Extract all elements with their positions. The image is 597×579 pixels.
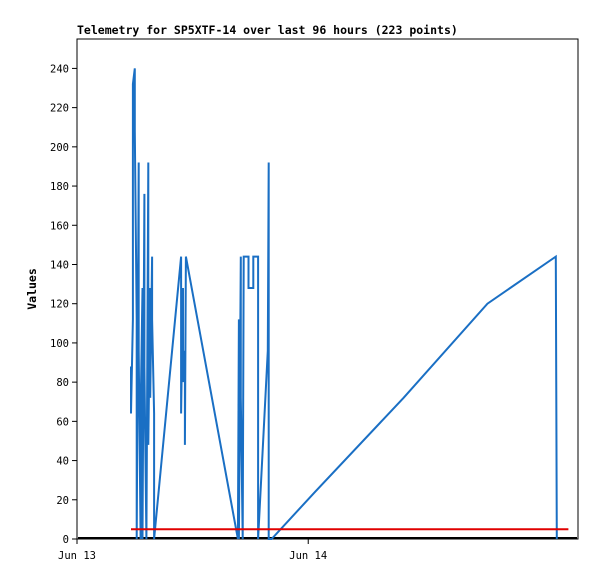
y-tick-label: 0 (63, 534, 69, 546)
y-tick-label: 220 (50, 103, 69, 115)
y-tick-label: 160 (50, 220, 69, 232)
x-tick-label: Jun 13 (58, 550, 96, 562)
y-tick-label: 80 (56, 377, 69, 389)
y-axis-label: Values (25, 268, 39, 310)
y-tick-label: 180 (50, 181, 69, 193)
y-tick-label: 20 (56, 495, 69, 507)
y-axis: 0 20 40 60 80 100 120 140 160 180 200 220 240 (50, 63, 77, 546)
series-line-telemetry (130, 68, 558, 540)
chart-title: Telemetry for SP5XTF-14 over last 96 hou… (77, 23, 458, 37)
y-tick-label: 240 (50, 63, 69, 75)
series-group (130, 68, 569, 540)
x-axis: Jun 13 Jun 14 (58, 539, 327, 562)
y-tick-label: 60 (56, 416, 69, 428)
y-tick-label: 40 (56, 456, 69, 468)
x-tick-label: Jun 14 (289, 550, 327, 562)
y-tick-label: 200 (50, 142, 69, 154)
y-tick-label: 100 (50, 338, 69, 350)
y-tick-label: 120 (50, 299, 69, 311)
y-tick-label: 140 (50, 259, 69, 271)
